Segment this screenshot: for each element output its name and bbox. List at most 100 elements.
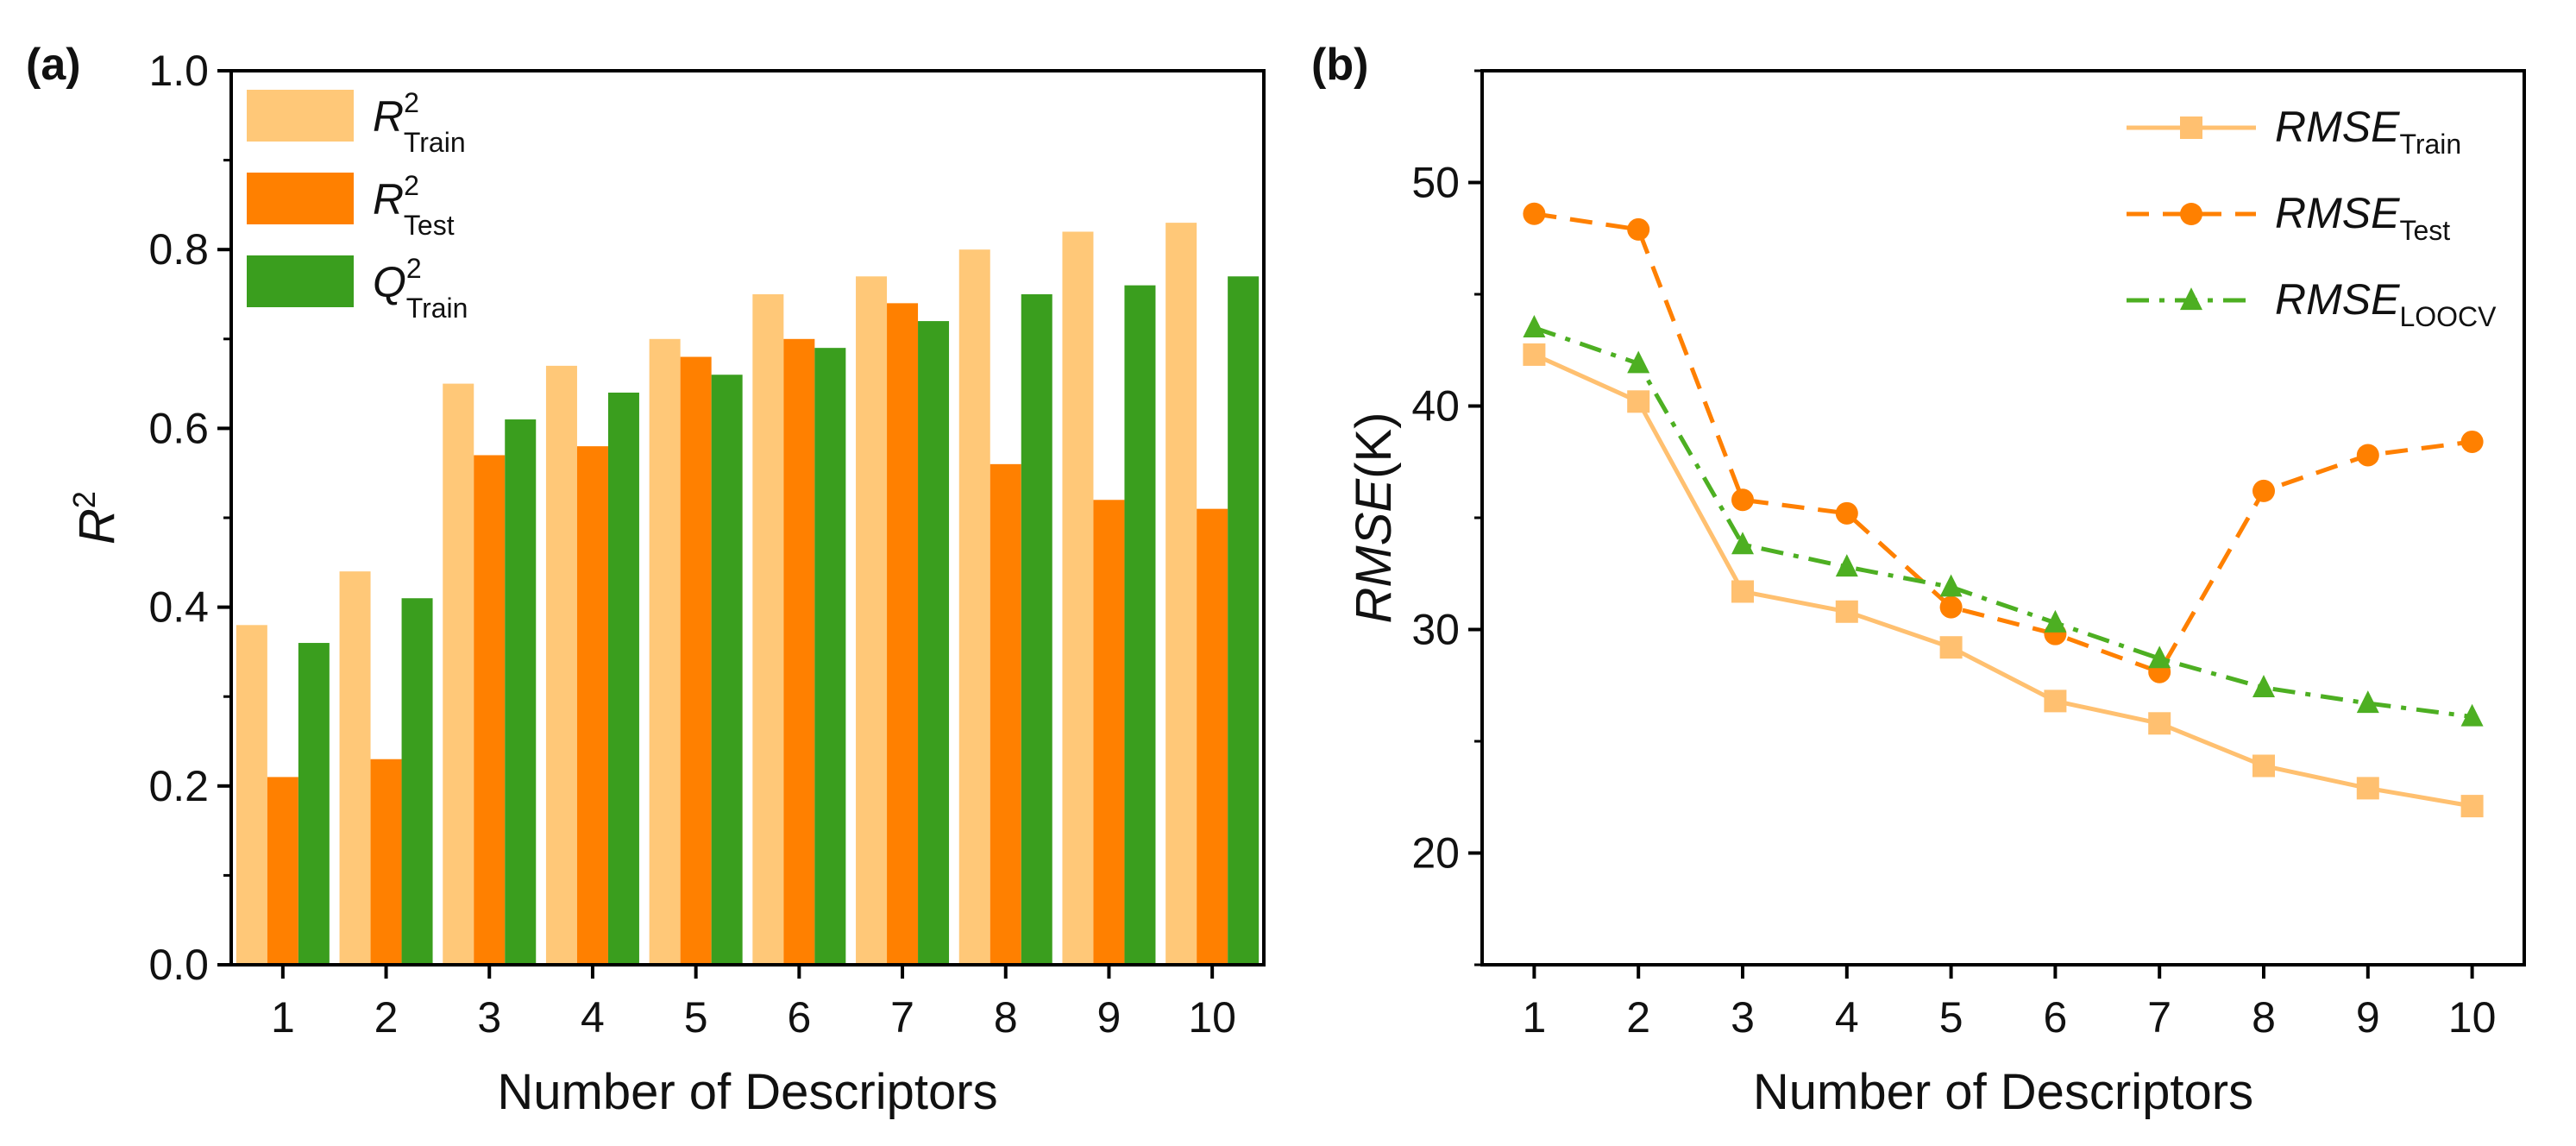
data-point: [1835, 501, 1858, 525]
panel-b-line-chart: (b) 20 30 40 50 1 2 3 4 5 6 7 8 9 10 RMSETrain RMSETes…: [1311, 40, 2526, 1120]
bar-r2-test: [887, 303, 919, 965]
bar-r2-test: [680, 356, 712, 965]
x-tick-label: 8: [2252, 993, 2276, 1042]
legend-label: RMSETest: [2275, 189, 2450, 246]
data-point: [1731, 532, 1754, 555]
series-line: [1534, 211, 2472, 675]
x-tick-label: 4: [1835, 993, 1859, 1042]
legend-label: RMSETrain: [2275, 103, 2461, 160]
panel-a-legend: R2 Train R2 Test Q2 Train: [247, 87, 468, 324]
panel-b-legend: RMSETrain RMSETest RMSELOOCV: [2127, 103, 2497, 332]
y-tick-label: 40: [1411, 382, 1460, 431]
x-tick-label: 2: [374, 993, 399, 1042]
bar-q2-train: [401, 598, 433, 965]
panel-b-x-axis-title: Number of Descriptors: [1753, 1064, 2253, 1120]
legend-label: Q2 Train: [373, 253, 468, 324]
data-point: [2460, 703, 2484, 727]
data-point: [1627, 217, 1650, 241]
series-rmse-test: [1523, 202, 2484, 683]
legend-label: R2 Train: [373, 87, 466, 158]
legend-swatch: [247, 173, 354, 224]
data-point: [1939, 595, 1963, 619]
panel-a-y-axis-symbol: R: [69, 508, 125, 545]
bar-r2-test: [1093, 500, 1125, 965]
data-point: [2148, 645, 2171, 669]
bar-r2-train: [1062, 231, 1094, 966]
panel-b-y-axis-symbol: RMSE: [1346, 478, 1402, 624]
legend-marker: [2180, 203, 2202, 225]
x-tick-label: 8: [994, 993, 1018, 1042]
x-tick-label: 5: [684, 993, 708, 1042]
x-tick-label: 9: [2356, 993, 2380, 1042]
x-tick-label: 4: [581, 993, 605, 1042]
data-point: [2356, 690, 2379, 714]
panel-a-y-axis-sup: 2: [66, 491, 102, 508]
data-point: [2044, 609, 2067, 633]
y-tick-label: 0.6: [148, 404, 209, 452]
bar-r2-test: [370, 759, 402, 965]
data-point: [2252, 754, 2275, 778]
bar-r2-train: [443, 383, 474, 966]
bar-q2-train: [814, 348, 846, 965]
data-point: [2460, 795, 2484, 818]
x-tick-label: 3: [477, 993, 501, 1042]
panel-b-lines: [1523, 202, 2484, 818]
data-point: [2252, 675, 2275, 697]
data-point: [1523, 202, 1546, 225]
legend-label: RMSELOOCV: [2275, 275, 2497, 332]
series-rmse-train: [1523, 343, 2484, 818]
bar-r2-train: [1165, 223, 1197, 965]
y-tick-label: 0.0: [148, 941, 209, 989]
x-tick-label: 7: [2147, 993, 2171, 1042]
y-tick-label: 0.4: [148, 583, 209, 632]
bar-r2-test: [576, 446, 608, 965]
x-tick-label: 3: [1731, 993, 1755, 1042]
legend-swatch: [247, 90, 354, 142]
bar-q2-train: [607, 392, 639, 966]
data-point: [1939, 574, 1963, 597]
data-point: [1523, 315, 1546, 337]
legend-swatch: [247, 255, 354, 307]
bar-q2-train: [1021, 294, 1052, 965]
data-point: [1731, 580, 1754, 603]
panel-a-bars: [236, 223, 1260, 966]
bar-r2-train: [236, 625, 267, 965]
bar-q2-train: [1228, 276, 1260, 965]
data-point: [2356, 777, 2379, 800]
x-tick-label: 7: [890, 993, 914, 1042]
x-tick-label: 1: [271, 993, 295, 1042]
panel-b-ticks: 20 30 40 50 1 2 3 4 5 6 7 8 9 10: [1411, 69, 2497, 1042]
panel-b-label: (b): [1311, 40, 1368, 90]
bar-r2-train: [752, 294, 784, 965]
x-tick-label: 9: [1097, 993, 1122, 1042]
x-tick-label: 10: [2448, 993, 2497, 1042]
y-tick-label: 0.8: [148, 225, 209, 274]
bar-q2-train: [505, 419, 537, 965]
bar-r2-train: [649, 338, 681, 965]
legend-label: R2 Test: [373, 170, 455, 241]
panel-b-y-axis-unit: (K): [1346, 412, 1402, 479]
y-tick-label: 50: [1411, 159, 1460, 207]
x-tick-label: 5: [1939, 993, 1963, 1042]
legend-marker: [2180, 287, 2202, 311]
bar-r2-test: [783, 338, 815, 965]
bar-r2-train: [856, 276, 888, 965]
panel-b-y-axis-title: RMSE(K): [1346, 412, 1402, 624]
data-point: [2460, 430, 2484, 453]
data-point: [2356, 444, 2379, 467]
data-point: [1835, 554, 1858, 577]
y-tick-label: 0.2: [148, 762, 209, 810]
x-tick-label: 6: [2043, 993, 2067, 1042]
bar-r2-test: [474, 455, 506, 965]
bar-q2-train: [711, 375, 743, 965]
bar-r2-test: [990, 463, 1021, 965]
bar-r2-test: [267, 777, 298, 965]
bar-q2-train: [1124, 285, 1156, 965]
data-point: [2044, 689, 2067, 713]
panel-a-ticks: 0.0 0.2 0.4 0.6 0.8 1.0 1 2 3 4 5 6 7 8 9 10: [148, 47, 1235, 1042]
panel-a-plot-frame: [229, 69, 1266, 967]
data-point: [1627, 350, 1650, 374]
data-point: [2148, 712, 2171, 735]
x-tick-label: 6: [787, 993, 811, 1042]
